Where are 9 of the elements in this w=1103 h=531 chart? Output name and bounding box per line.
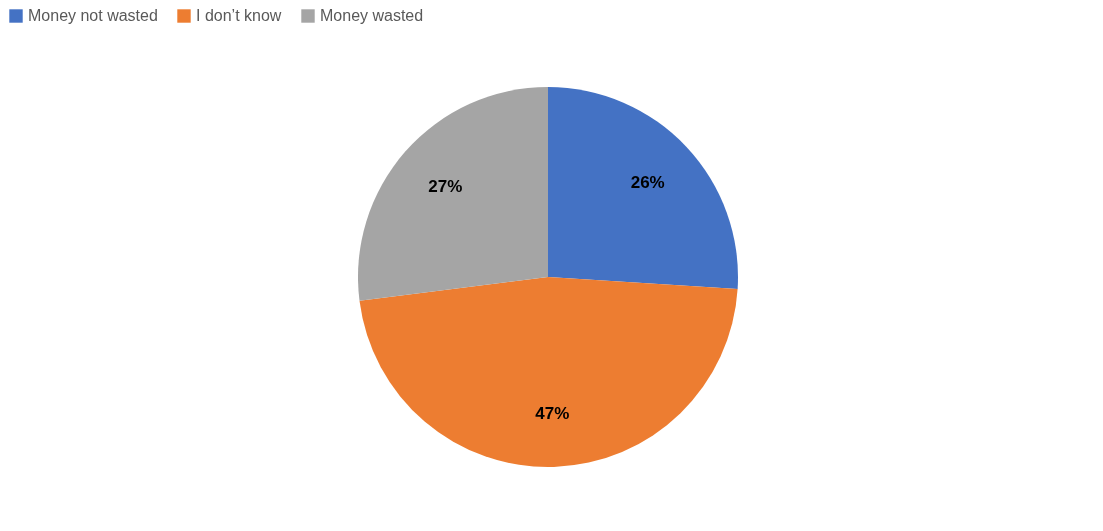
legend-label: I don’t know [196,7,282,24]
legend-label: Money wasted [320,7,424,24]
pie-slice [359,277,738,467]
pie-slice [548,87,738,289]
data-label: 47% [535,403,570,423]
data-label: 27% [428,176,463,196]
data-label: 26% [630,173,665,193]
pie-slice [358,87,548,301]
legend-label: Money not wasted [28,7,158,24]
